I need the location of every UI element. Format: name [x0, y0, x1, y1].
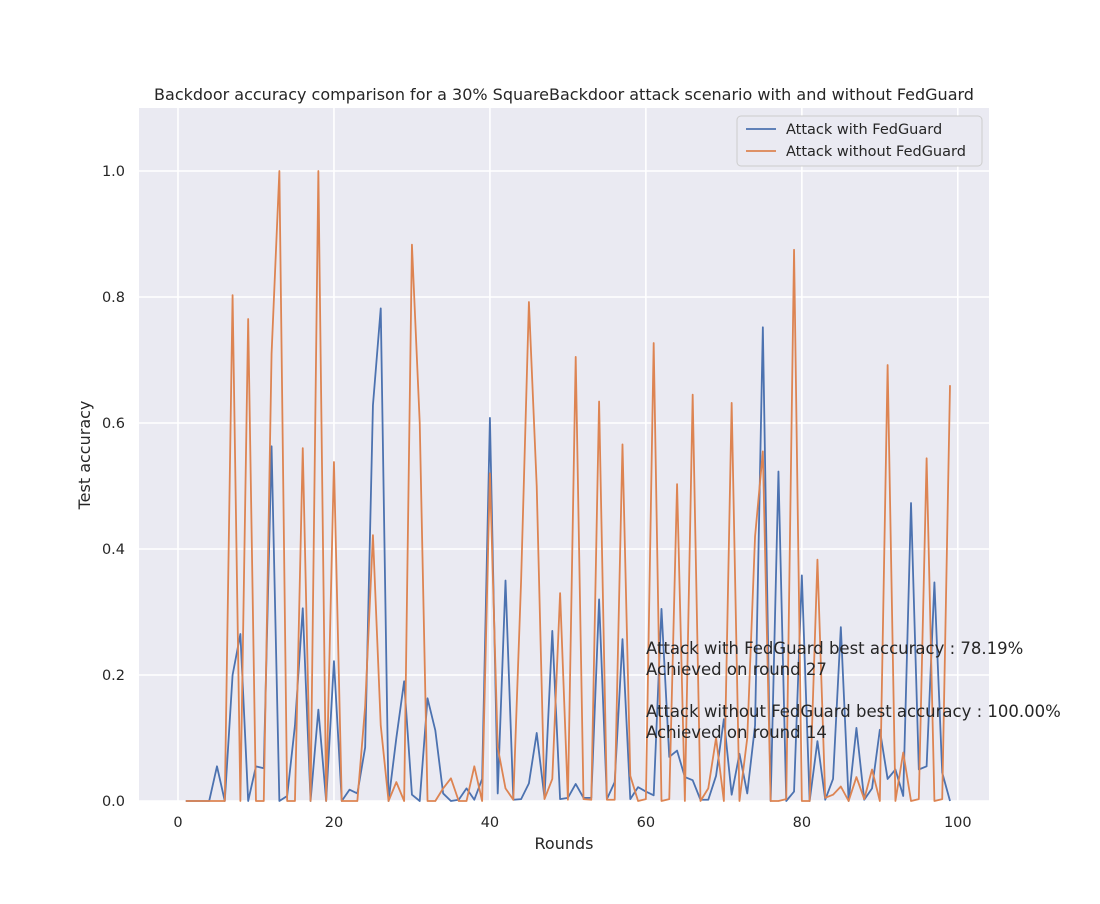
x-tick-label: 0: [173, 815, 182, 831]
series-line-without-fedguard: [185, 170, 951, 802]
x-tick-label: 60: [637, 815, 655, 831]
x-tick-label: 80: [793, 815, 811, 831]
x-tick-label: 20: [325, 815, 343, 831]
chart-title: Backdoor accuracy comparison for a 30% S…: [154, 85, 974, 104]
annotation-with-fedguard-round: Achieved on round 27: [646, 660, 827, 679]
legend: Attack with FedGuard Attack without FedG…: [736, 115, 983, 167]
legend-label-without-fedguard: Attack without FedGuard: [786, 144, 966, 160]
y-tick-label: 1.0: [102, 164, 125, 180]
y-tick-label: 0.8: [102, 290, 125, 306]
x-tick-label: 100: [944, 815, 972, 831]
y-tick-label: 0.0: [102, 794, 125, 810]
y-tick-label: 0.4: [102, 542, 125, 558]
annotations: Attack with FedGuard best accuracy : 78.…: [646, 639, 1061, 742]
x-axis-ticks: 0 20 40 60 80 100: [173, 815, 971, 831]
y-axis-label: Test accuracy: [75, 401, 94, 511]
y-tick-label: 0.6: [102, 416, 125, 432]
annotation-without-fedguard-round: Achieved on round 14: [646, 723, 827, 742]
legend-label-with-fedguard: Attack with FedGuard: [786, 122, 942, 138]
y-tick-label: 0.2: [102, 668, 125, 684]
x-tick-label: 40: [481, 815, 499, 831]
y-axis-ticks: 0.0 0.2 0.4 0.6 0.8 1.0: [102, 164, 125, 810]
legend-box: [736, 115, 983, 167]
x-axis-label: Rounds: [535, 834, 594, 853]
series-layer: [185, 170, 951, 802]
annotation-without-fedguard-best: Attack without FedGuard best accuracy : …: [646, 702, 1061, 721]
annotation-with-fedguard-best: Attack with FedGuard best accuracy : 78.…: [646, 639, 1023, 658]
